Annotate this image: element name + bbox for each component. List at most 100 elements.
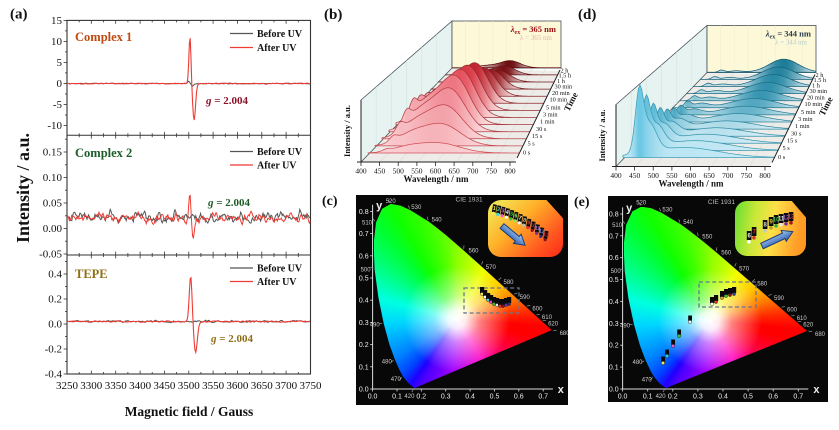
svg-text:530: 530 [411,205,422,211]
svg-text:3550: 3550 [202,380,225,392]
svg-text:0.0: 0.0 [359,387,369,394]
svg-text:500: 500 [611,269,622,275]
svg-text:0: 0 [57,78,63,90]
svg-text:10 min: 10 min [550,97,569,104]
svg-text:3600: 3600 [226,380,249,392]
svg-text:10: 10 [51,36,63,48]
svg-text:490: 490 [620,324,631,330]
svg-text:500: 500 [393,167,405,176]
svg-text:0.8: 0.8 [359,209,369,216]
svg-text:0.4: 0.4 [718,394,728,401]
svg-text:600: 600 [787,308,798,314]
svg-text:0.7: 0.7 [359,231,369,238]
svg-text:580: 580 [757,282,768,288]
svg-text:600: 600 [685,171,697,180]
svg-text:(b): (b) [324,7,342,23]
svg-text:560: 560 [468,248,479,254]
svg-text:λ = 344 nm: λ = 344 nm [775,39,808,47]
svg-text:520: 520 [386,199,397,205]
svg-text:450: 450 [374,167,386,176]
svg-text:0.0: 0.0 [609,387,619,394]
svg-text:0.6: 0.6 [514,394,524,401]
svg-text:750: 750 [486,167,498,176]
svg-text:g = 2.004: g = 2.004 [205,95,249,107]
svg-text:0.3: 0.3 [441,394,451,401]
svg-text:8: 8 [522,218,526,224]
svg-text:650: 650 [703,171,715,180]
svg-text:0.10: 0.10 [43,172,63,184]
svg-text:CIE 1931: CIE 1931 [708,199,735,206]
svg-text:400: 400 [355,167,367,176]
svg-text:3700: 3700 [275,380,298,392]
svg-text:560: 560 [721,250,732,256]
svg-text:4: 4 [505,210,510,217]
svg-text:520: 520 [636,201,647,207]
svg-text:610: 610 [797,316,808,322]
svg-text:11: 11 [534,225,541,232]
svg-text:8: 8 [764,223,768,229]
svg-text:0.4: 0.4 [48,269,62,281]
svg-text:480: 480 [632,360,643,366]
svg-text:Wavelength / nm: Wavelength / nm [403,174,469,184]
svg-text:3350: 3350 [105,380,128,392]
svg-text:-0.05: -0.05 [39,249,62,261]
svg-text:11: 11 [778,217,785,223]
svg-text:2: 2 [497,207,501,213]
svg-text:1.5 h: 1.5 h [559,73,572,80]
svg-text:0.0: 0.0 [618,394,628,401]
svg-text:680: 680 [815,332,826,338]
svg-text:0.3: 0.3 [609,321,619,328]
svg-text:Before UV: Before UV [257,29,303,40]
svg-text:800: 800 [759,171,771,180]
svg-text:510: 510 [612,223,623,229]
svg-text:0.7: 0.7 [793,394,803,401]
svg-text:0.1: 0.1 [643,394,653,401]
svg-text:y: y [626,203,633,215]
svg-text:0.3: 0.3 [693,394,703,401]
svg-text:610: 610 [542,315,553,321]
svg-text:5: 5 [57,57,63,69]
svg-text:λex = 365 nm: λex = 365 nm [510,24,556,36]
svg-text:5 s: 5 s [528,141,536,148]
svg-text:0.5: 0.5 [490,394,500,401]
svg-text:30 min: 30 min [810,88,829,95]
svg-text:0.7: 0.7 [609,233,619,240]
svg-text:Intensity / a.u.: Intensity / a.u. [342,105,352,157]
svg-text:7: 7 [518,215,522,221]
svg-text:Complex 2: Complex 2 [75,146,132,160]
svg-text:(d): (d) [578,7,596,23]
svg-text:λex = 344 nm: λex = 344 nm [765,29,811,41]
svg-text:Complex 1: Complex 1 [75,30,132,44]
svg-text:Intensity / a.u.: Intensity / a.u. [13,133,33,243]
svg-text:0.0: 0.0 [368,394,378,401]
svg-text:3400: 3400 [129,380,152,392]
svg-text:After UV: After UV [257,161,297,172]
svg-text:400: 400 [610,171,622,180]
svg-text:550: 550 [702,235,713,241]
svg-text:0.2: 0.2 [668,394,678,401]
svg-text:Before UV: Before UV [257,147,303,158]
svg-text:6: 6 [514,213,518,219]
svg-text:12: 12 [538,229,545,236]
svg-text:470: 470 [642,377,653,383]
svg-text:30 s: 30 s [791,131,802,138]
svg-text:Intensity / a.u.: Intensity / a.u. [597,110,607,162]
svg-text:620: 620 [548,322,559,328]
svg-text:13: 13 [542,232,549,239]
svg-text:680: 680 [560,331,568,337]
svg-text:20 min: 20 min [807,95,826,102]
svg-text:700: 700 [467,167,479,176]
svg-text:700: 700 [722,171,734,180]
svg-text:570: 570 [739,267,750,273]
svg-text:3500: 3500 [178,380,201,392]
svg-text:-5: -5 [53,99,63,111]
svg-text:0.00: 0.00 [43,223,63,235]
svg-text:800: 800 [504,167,516,176]
svg-text:7: 7 [753,230,757,236]
svg-text:3250: 3250 [56,380,79,392]
svg-text:530: 530 [662,208,673,214]
svg-text:3450: 3450 [153,380,176,392]
svg-text:1 h: 1 h [557,78,566,85]
svg-text:TEPE: TEPE [75,267,108,281]
svg-text:550: 550 [666,171,678,180]
